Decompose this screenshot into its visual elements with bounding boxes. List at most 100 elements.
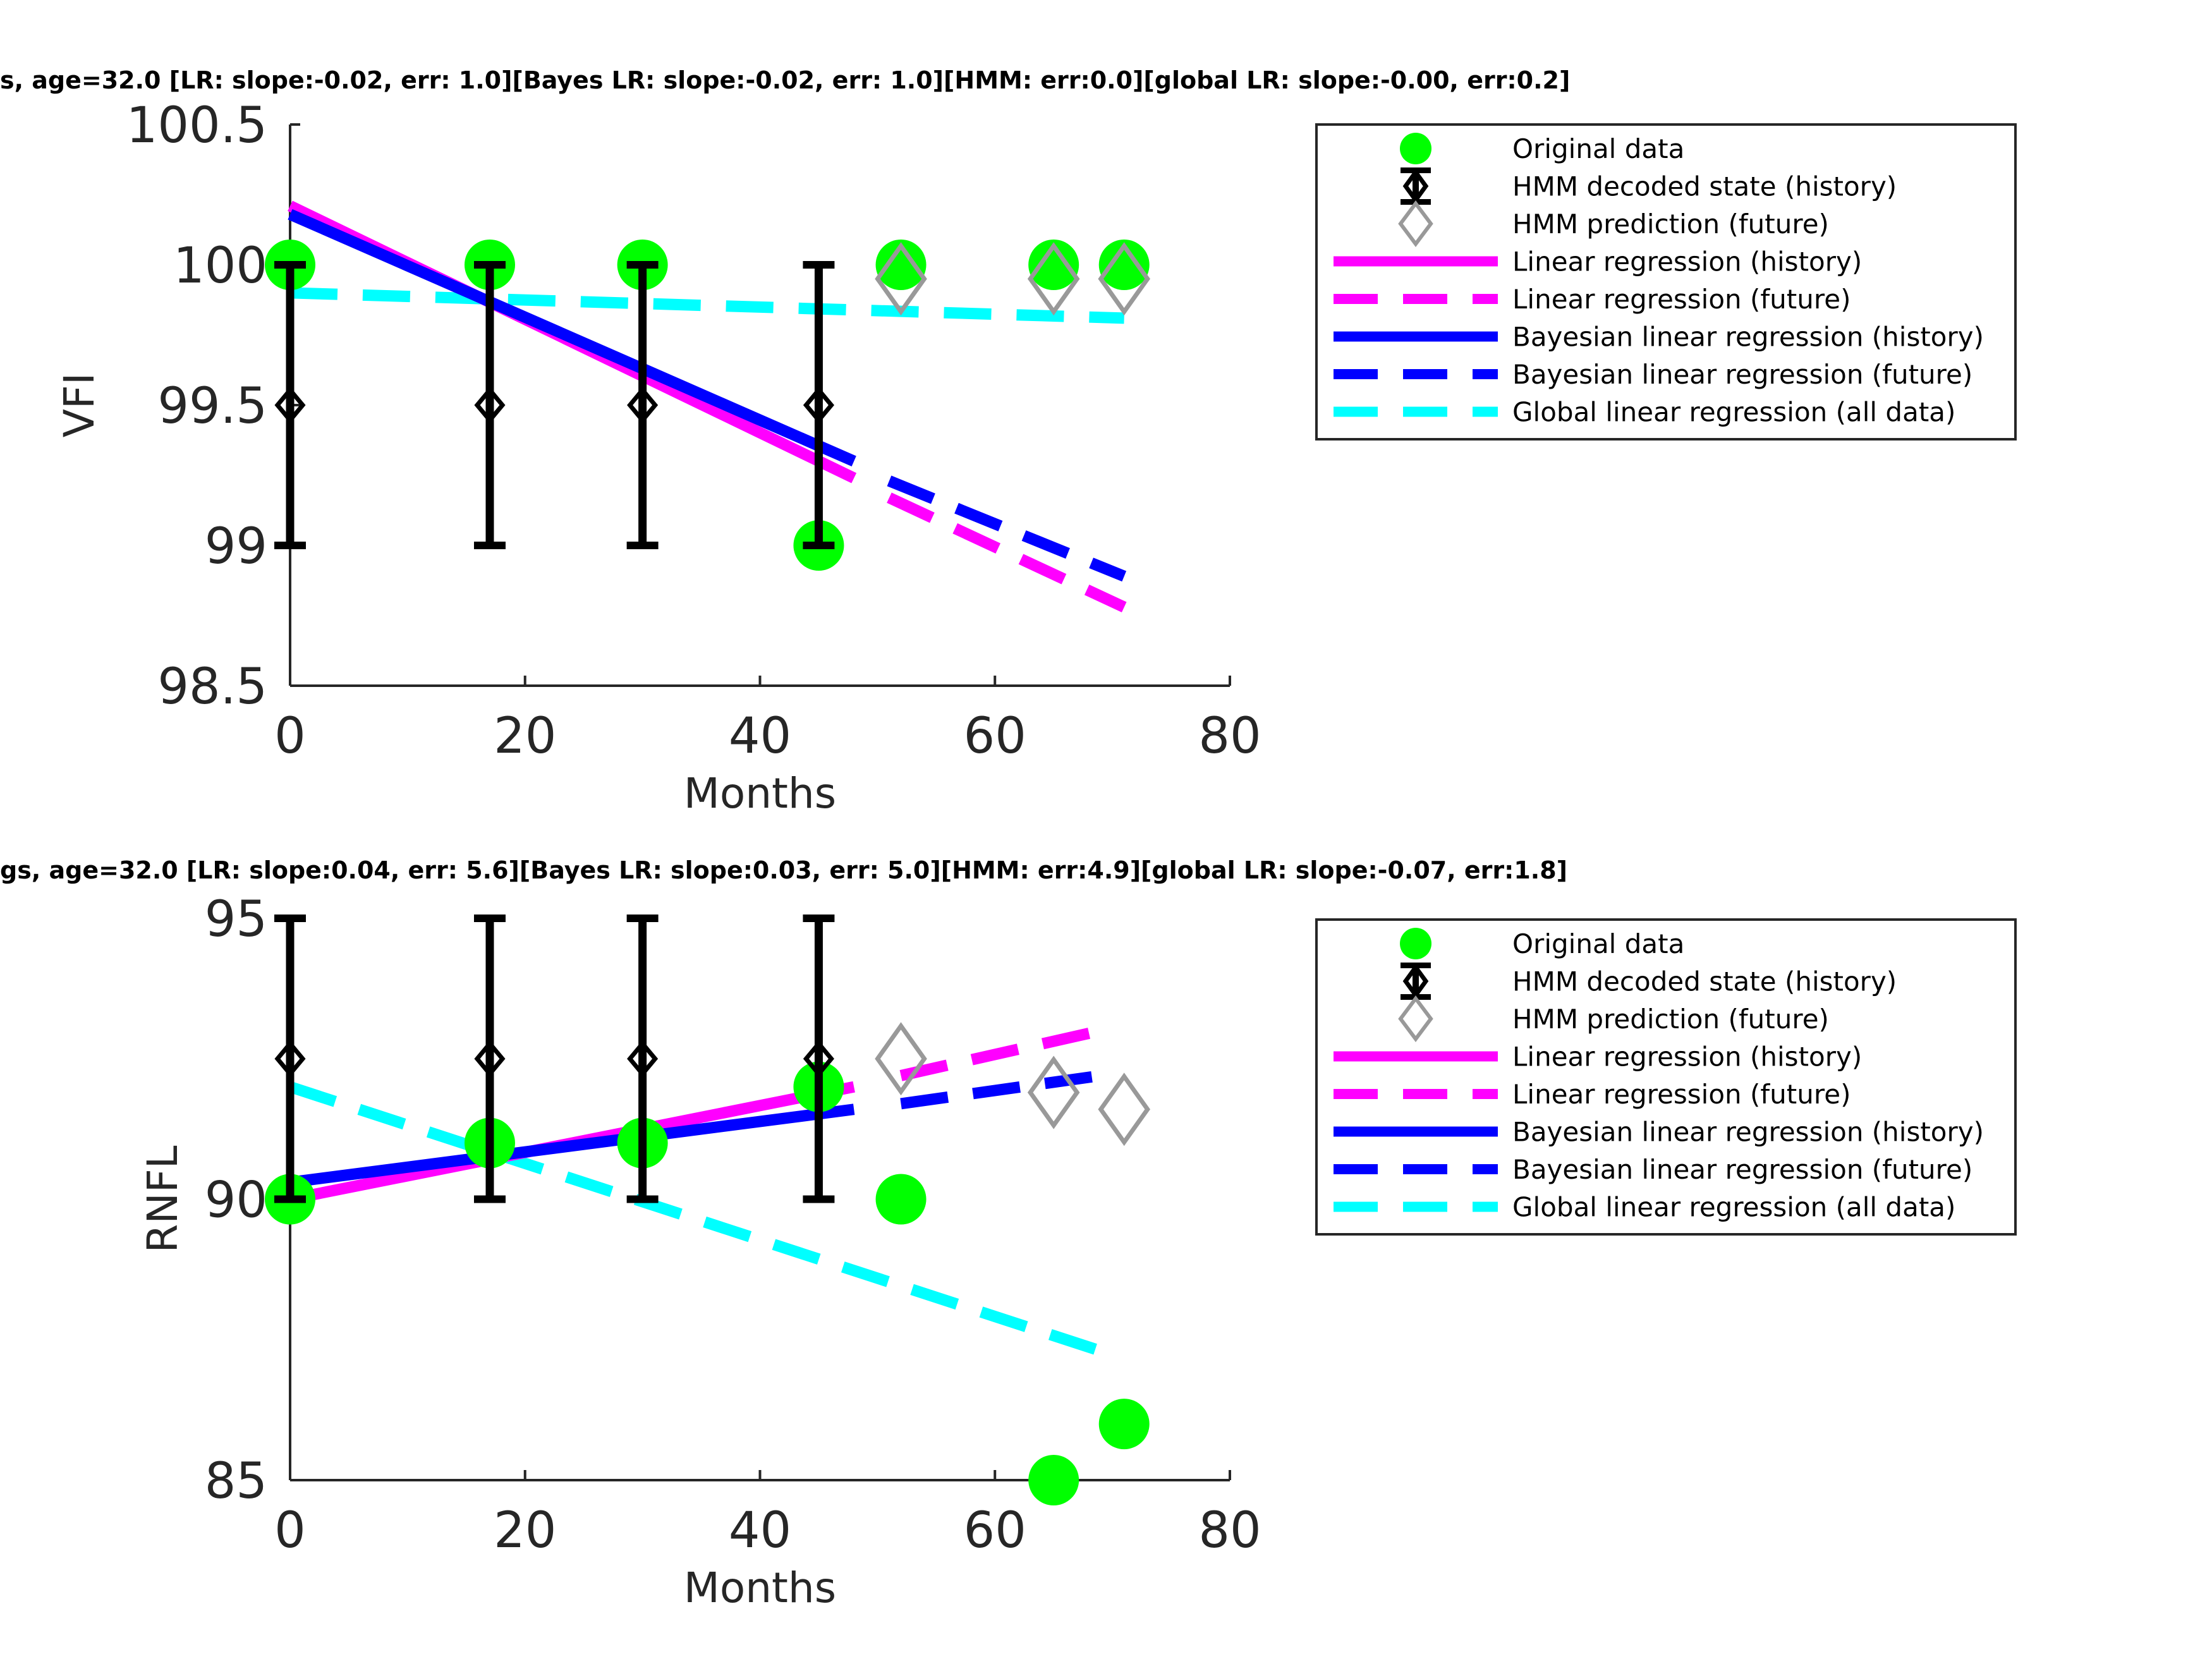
- legend-marker-diamond: [1398, 200, 1433, 247]
- legend-marker-original-data: [1400, 133, 1431, 164]
- x-tick-label: 0: [274, 708, 306, 765]
- hmm-prediction-marker: [1027, 242, 1080, 316]
- legend-item: Bayesian linear regression (future): [1334, 359, 1972, 390]
- legend-label: Linear regression (history): [1512, 246, 1862, 277]
- legend-item: Bayesian linear regression (future): [1334, 1154, 1972, 1185]
- series-hmm-prediction-future: [875, 1022, 1151, 1146]
- x-tick-label: 80: [1198, 708, 1261, 765]
- regression-line: [289, 1103, 855, 1188]
- x-tick-label: 20: [494, 708, 556, 765]
- legend-item: Original data: [1400, 928, 1684, 959]
- x-tick-label: 60: [964, 1502, 1026, 1559]
- hmm-state-marker: [274, 386, 306, 424]
- legend-item: Linear regression (history): [1334, 1042, 1862, 1073]
- series-bayesian-linear-regression-history: [288, 209, 856, 467]
- x-tick-label: 60: [964, 708, 1026, 765]
- legend-item: Bayesian linear regression (history): [1334, 322, 1984, 353]
- series-global-linear-regression-all-data: [289, 287, 1124, 324]
- legend-item: Global linear regression (all data): [1334, 397, 1955, 428]
- y-axis-label: VFI: [55, 373, 104, 438]
- series-bayesian-linear-regression-future: [887, 475, 1127, 582]
- legend: Original data HMM decoded state (history)…: [1315, 123, 2017, 441]
- legend-marker-original-data: [1400, 928, 1431, 959]
- panel-rnfl: gs, age=32.0 [LR: slope:0.04, err: 5.6][…: [0, 856, 2017, 1612]
- panel-vfi: s, age=32.0 [LR: slope:-0.02, err: 1.0][…: [0, 66, 2017, 818]
- regression-line: [887, 475, 1127, 582]
- legend-item: Bayesian linear regression (history): [1334, 1117, 1984, 1148]
- data-point: [1028, 1455, 1079, 1505]
- legend-item: HMM prediction (future): [1398, 995, 1829, 1042]
- chart-title: gs, age=32.0 [LR: slope:0.04, err: 5.6][…: [0, 856, 1567, 884]
- data-point: [875, 1174, 927, 1225]
- legend-label: Linear regression (history): [1512, 1042, 1862, 1073]
- y-tick-label: 90: [205, 1172, 267, 1229]
- legend-item: Original data: [1400, 133, 1684, 164]
- hmm-state-marker: [803, 386, 834, 424]
- x-tick-label: 0: [274, 1502, 306, 1559]
- hmm-state-marker: [803, 1040, 834, 1078]
- y-tick-label: 99.5: [157, 378, 267, 435]
- legend-box: [1315, 918, 2017, 1236]
- hmm-state-marker: [627, 386, 659, 424]
- legend-item: Linear regression (future): [1334, 1079, 1850, 1110]
- regression-line: [887, 492, 1127, 612]
- hmm-prediction-marker: [1098, 242, 1151, 316]
- series-hmm-prediction-future: [875, 242, 1151, 316]
- legend-label: Bayesian linear regression (future): [1512, 1154, 1972, 1185]
- hmm-state-marker: [274, 1040, 306, 1078]
- series-bayesian-linear-regression-history: [289, 1103, 855, 1188]
- legend-item: HMM decoded state (history): [1401, 167, 1897, 205]
- legend-label: HMM prediction (future): [1512, 1004, 1829, 1035]
- hmm-state-marker: [474, 1040, 506, 1078]
- legend-box: [1315, 123, 2017, 441]
- legend-item: Linear regression (history): [1334, 246, 1862, 277]
- x-tick-label: 40: [729, 708, 791, 765]
- legend: Original data HMM decoded state (history)…: [1315, 918, 2017, 1236]
- y-tick-label: 99: [205, 518, 267, 575]
- legend-label: Global linear regression (all data): [1512, 397, 1955, 428]
- series-hmm-decoded-state-history: [274, 261, 835, 549]
- chart-title: s, age=32.0 [LR: slope:-0.02, err: 1.0][…: [0, 66, 1570, 94]
- legend-label: Global linear regression (all data): [1512, 1192, 1955, 1223]
- data-point: [1098, 240, 1150, 290]
- legend-label: Bayesian linear regression (history): [1512, 322, 1984, 353]
- y-tick-label: 95: [205, 891, 267, 948]
- series-linear-regression-future: [899, 1025, 1102, 1081]
- x-tick-label: 80: [1198, 1502, 1261, 1559]
- legend-label: Original data: [1512, 928, 1684, 959]
- data-point: [875, 240, 927, 290]
- legend-label: HMM decoded state (history): [1512, 171, 1897, 202]
- hmm-state-marker: [627, 1040, 659, 1078]
- legend-label: Linear regression (future): [1512, 1079, 1850, 1110]
- data-point: [1028, 240, 1079, 290]
- legend-label: HMM decoded state (history): [1512, 966, 1897, 997]
- hmm-prediction-marker: [875, 1022, 927, 1096]
- legend-label: Original data: [1512, 133, 1684, 164]
- legend-label: HMM prediction (future): [1512, 209, 1829, 240]
- x-axis-label: Months: [684, 1564, 836, 1612]
- legend-item: HMM prediction (future): [1398, 200, 1829, 247]
- x-tick-label: 40: [729, 1502, 791, 1559]
- y-axis-label: RNFL: [138, 1145, 187, 1253]
- y-tick-label: 85: [205, 1453, 267, 1510]
- y-tick-label: 100: [173, 238, 267, 295]
- legend-item: Global linear regression (all data): [1334, 1192, 1955, 1223]
- x-axis-label: Months: [684, 769, 836, 818]
- regression-line: [289, 287, 1124, 324]
- hmm-state-marker: [474, 386, 506, 424]
- y-tick-label: 98.5: [157, 659, 267, 715]
- y-tick-label: 100.5: [126, 97, 267, 154]
- hmm-prediction-marker: [1027, 1055, 1080, 1129]
- regression-line: [899, 1025, 1102, 1081]
- legend-marker-diamond: [1398, 995, 1433, 1042]
- regression-line: [288, 209, 856, 467]
- series-hmm-decoded-state-history: [274, 915, 835, 1203]
- legend-label: Linear regression (future): [1512, 284, 1850, 315]
- hmm-prediction-marker: [875, 242, 927, 316]
- legend-marker-diamond: [1402, 963, 1429, 999]
- legend-label: Bayesian linear regression (future): [1512, 359, 1972, 390]
- legend-item: Linear regression (future): [1334, 284, 1850, 315]
- legend-marker-diamond: [1402, 168, 1429, 204]
- series-linear-regression-future: [887, 492, 1127, 612]
